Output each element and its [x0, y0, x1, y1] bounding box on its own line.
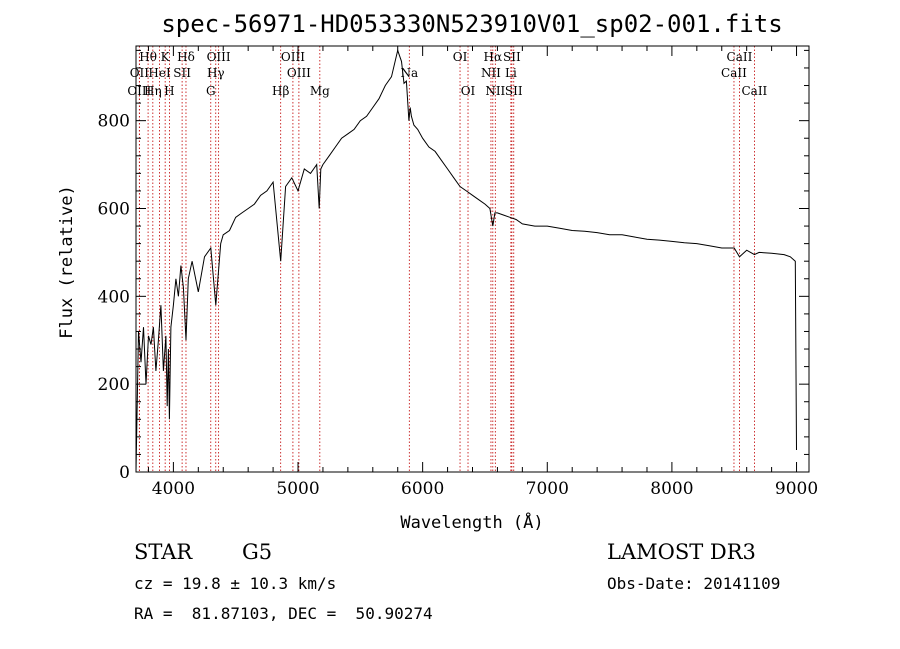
object-class: STAR [134, 540, 193, 564]
spectral-line-label: HeI [148, 66, 171, 80]
chart-title: spec-56971-HD053330N523910V01_sp02-001.f… [161, 10, 782, 38]
spectral-line-label: Mg [310, 84, 330, 98]
spectral-line-label: Hγ [207, 66, 225, 80]
spectral-line-label: OIII [281, 50, 305, 64]
survey-name: LAMOST DR3 [607, 540, 756, 564]
x-tick-label: 9000 [775, 479, 818, 499]
spectral-line-label: SII [173, 66, 191, 80]
y-tick-label: 0 [119, 463, 130, 483]
x-axis-label: Wavelength (Å) [400, 511, 543, 533]
spectral-line-label: Hδ [177, 50, 195, 64]
spectral-line-label: OIII [287, 66, 311, 80]
redshift-readout: cz = 19.8 ± 10.3 km/s [134, 574, 337, 593]
spectral-line-label: CaII [727, 50, 753, 64]
x-tick-label: 4000 [152, 479, 195, 499]
y-tick-label: 200 [98, 375, 130, 395]
y-tick-label: 400 [98, 287, 130, 307]
object-subclass: G5 [242, 540, 273, 564]
spectral-line-label: Hη [144, 84, 162, 98]
spectral-line-label: Hα [484, 50, 503, 64]
spectral-line-label: Hθ [139, 50, 157, 64]
spectral-line-label: Li [505, 66, 517, 80]
flux-series-line [135, 48, 797, 473]
coordinates-readout: RA = 81.87103, DEC = 50.90274 [134, 604, 433, 623]
spectral-line-label: Na [400, 66, 418, 80]
x-tick-label: 5000 [276, 479, 319, 499]
spectral-line-label: OI [453, 50, 468, 64]
spectral-line-label: G [206, 84, 216, 98]
x-axis-ticks: 4000 5000 6000 7000 8000 9000 [147, 46, 818, 499]
spectral-line-label: OII [130, 66, 150, 80]
spectral-line-label: OIII [207, 50, 231, 64]
x-tick-label: 7000 [526, 479, 569, 499]
spectral-line-label: CaII [741, 84, 767, 98]
spectral-line-label: K [161, 50, 171, 64]
y-tick-label: 800 [98, 112, 130, 132]
y-axis-label: Flux (relative) [57, 185, 77, 339]
y-tick-label: 600 [98, 199, 130, 219]
plot-frame [135, 45, 810, 473]
spectral-line-label: SII [505, 84, 523, 98]
spectral-line-label: NII [481, 66, 501, 80]
spectral-line-markers [138, 46, 755, 472]
spectral-line-labels: Hθ OII OIII K HeI Hη SII H Hδ OIII Hγ G Hβ OIII OIII Mg… [127, 50, 767, 98]
spectral-line-label: OI [461, 84, 476, 98]
spectral-line-label: NII [485, 84, 505, 98]
spectral-line-label: Hβ [272, 84, 289, 98]
y-axis-ticks: 0 200 400 600 800 [98, 49, 809, 483]
x-tick-label: 8000 [650, 479, 693, 499]
spectral-line-label: OIII [127, 84, 151, 98]
spectral-line-label: SII [503, 50, 521, 64]
spectral-line-label: H [164, 84, 174, 98]
x-tick-label: 6000 [401, 479, 444, 499]
observation-date: Obs-Date: 20141109 [607, 574, 781, 593]
spectral-line-label: CaII [721, 66, 747, 80]
